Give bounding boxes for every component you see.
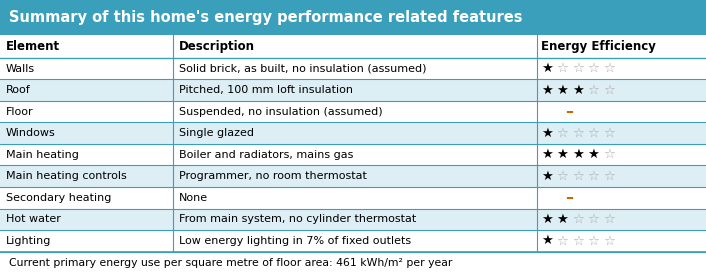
Text: ☆: ☆	[603, 234, 615, 247]
Text: ☆: ☆	[587, 213, 599, 226]
Text: Description: Description	[179, 40, 255, 53]
Text: ★: ★	[587, 148, 599, 161]
FancyBboxPatch shape	[0, 187, 706, 208]
Text: ☆: ☆	[556, 170, 568, 183]
FancyBboxPatch shape	[0, 230, 706, 252]
Text: ☆: ☆	[556, 62, 568, 75]
Text: ★: ★	[541, 127, 553, 140]
Text: ☆: ☆	[603, 62, 615, 75]
Text: Walls: Walls	[6, 64, 35, 73]
Text: ☆: ☆	[603, 148, 615, 161]
Text: ☆: ☆	[587, 84, 599, 97]
FancyBboxPatch shape	[0, 58, 706, 79]
Text: Energy Efficiency: Energy Efficiency	[541, 40, 656, 53]
Text: ☆: ☆	[587, 127, 599, 140]
Text: ★: ★	[556, 84, 568, 97]
Text: ☆: ☆	[556, 234, 568, 247]
Text: Hot water: Hot water	[6, 214, 61, 224]
Text: Main heating: Main heating	[6, 150, 78, 160]
Text: ★: ★	[541, 62, 553, 75]
Text: Suspended, no insulation (assumed): Suspended, no insulation (assumed)	[179, 107, 382, 117]
Text: ★: ★	[572, 84, 584, 97]
Text: ☆: ☆	[572, 234, 584, 247]
Text: Summary of this home's energy performance related features: Summary of this home's energy performanc…	[9, 10, 522, 25]
Text: Floor: Floor	[6, 107, 33, 117]
Text: ☆: ☆	[603, 170, 615, 183]
Text: None: None	[179, 193, 208, 203]
Text: ★: ★	[541, 84, 553, 97]
Text: ★: ★	[556, 213, 568, 226]
Text: –: –	[565, 190, 573, 205]
Text: ☆: ☆	[572, 127, 584, 140]
Text: From main system, no cylinder thermostat: From main system, no cylinder thermostat	[179, 214, 416, 224]
Text: ☆: ☆	[572, 170, 584, 183]
Text: ★: ★	[556, 148, 568, 161]
Text: Single glazed: Single glazed	[179, 128, 253, 138]
Text: Secondary heating: Secondary heating	[6, 193, 111, 203]
Text: ☆: ☆	[556, 127, 568, 140]
Text: Roof: Roof	[6, 85, 30, 95]
Text: ☆: ☆	[587, 62, 599, 75]
Text: ☆: ☆	[603, 84, 615, 97]
Text: ★: ★	[572, 148, 584, 161]
FancyBboxPatch shape	[0, 0, 706, 35]
Text: ★: ★	[541, 213, 553, 226]
Text: Low energy lighting in 7% of fixed outlets: Low energy lighting in 7% of fixed outle…	[179, 236, 411, 246]
Text: ★: ★	[541, 234, 553, 247]
FancyBboxPatch shape	[0, 35, 706, 58]
Text: ☆: ☆	[603, 213, 615, 226]
Text: Element: Element	[6, 40, 60, 53]
Text: Solid brick, as built, no insulation (assumed): Solid brick, as built, no insulation (as…	[179, 64, 426, 73]
Text: ☆: ☆	[603, 127, 615, 140]
Text: Windows: Windows	[6, 128, 55, 138]
Text: –: –	[565, 104, 573, 119]
Text: Lighting: Lighting	[6, 236, 51, 246]
Text: Pitched, 100 mm loft insulation: Pitched, 100 mm loft insulation	[179, 85, 352, 95]
Text: ☆: ☆	[587, 234, 599, 247]
Text: ☆: ☆	[572, 62, 584, 75]
FancyBboxPatch shape	[0, 144, 706, 166]
Text: ★: ★	[541, 170, 553, 183]
Text: ☆: ☆	[572, 213, 584, 226]
Text: ★: ★	[541, 148, 553, 161]
FancyBboxPatch shape	[0, 122, 706, 144]
FancyBboxPatch shape	[0, 101, 706, 122]
Text: Current primary energy use per square metre of floor area: 461 kWh/m² per year: Current primary energy use per square me…	[9, 258, 453, 268]
FancyBboxPatch shape	[0, 79, 706, 101]
Text: Boiler and radiators, mains gas: Boiler and radiators, mains gas	[179, 150, 353, 160]
Text: Programmer, no room thermostat: Programmer, no room thermostat	[179, 171, 366, 181]
Text: ☆: ☆	[587, 170, 599, 183]
FancyBboxPatch shape	[0, 166, 706, 187]
FancyBboxPatch shape	[0, 208, 706, 230]
Text: Main heating controls: Main heating controls	[6, 171, 126, 181]
